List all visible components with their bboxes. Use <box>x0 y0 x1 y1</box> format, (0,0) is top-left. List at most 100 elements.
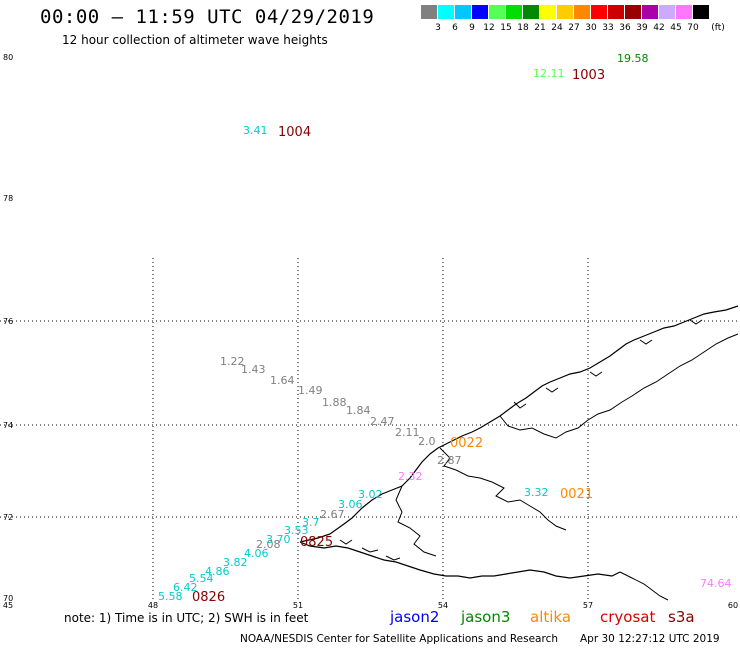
legend-tick-label: 3 <box>435 23 441 33</box>
swh-value: 3.32 <box>524 486 549 499</box>
pass-time-label: 0021 <box>560 487 593 502</box>
legend-tick-label: 42 <box>653 23 665 33</box>
swh-value: 3.70 <box>266 533 291 546</box>
coastline-south <box>299 541 621 579</box>
longitude-label: 48 <box>148 601 158 610</box>
swh-value: 3.53 <box>284 524 309 537</box>
swh-value: 3.41 <box>243 124 268 137</box>
coastline-fjords <box>395 333 739 601</box>
swh-value: 74.64 <box>700 577 732 590</box>
swh-value: 2.0 <box>418 435 436 448</box>
legend-tick-label: 30 <box>585 23 597 33</box>
legend-tick-label: 12 <box>483 23 495 33</box>
satellite-key-item: s3a <box>668 608 695 626</box>
legend-tick-label: 6 <box>452 23 458 33</box>
longitude-label: 51 <box>293 601 303 610</box>
swh-value: 5.54 <box>189 572 214 585</box>
swh-value: 2.87 <box>437 454 462 467</box>
credit-line: NOAA/NESDIS Center for Satellite Applica… <box>240 633 558 645</box>
legend-swatch <box>676 5 693 19</box>
latitude-label: 76 <box>3 317 13 326</box>
longitude-label: 60 <box>728 601 738 610</box>
legend-tick-label: 33 <box>602 23 614 33</box>
pass-time-label: 0022 <box>450 436 483 451</box>
latitude-labels: 80 78 76 74 72 70 <box>3 53 13 603</box>
pass-time-labels: 1003 1004 0022 0021 0825 0826 <box>192 68 605 605</box>
greenland-coastline <box>299 305 739 601</box>
swh-value: 3.7 <box>302 516 320 529</box>
legend-tick-label: 9 <box>469 23 475 33</box>
latitude-label: 80 <box>3 53 13 62</box>
latitude-label: 78 <box>3 194 13 203</box>
legend-swatch <box>438 5 455 19</box>
longitude-label: 45 <box>3 601 13 610</box>
satellite-key-item: jason2 <box>390 608 440 626</box>
swh-value: 4.86 <box>205 565 230 578</box>
legend-tick-label: 70 <box>687 23 699 33</box>
legend-tick-label: 45 <box>670 23 682 33</box>
swh-value: 2.11 <box>395 426 420 439</box>
swh-value: 3.82 <box>223 556 248 569</box>
map-title: 00:00 – 11:59 UTC 04/29/2019 <box>40 6 375 28</box>
map-subtitle: 12 hour collection of altimeter wave hei… <box>62 33 328 47</box>
units-note: note: 1) Time is in UTC; 2) SWH is in fe… <box>64 611 309 625</box>
legend-swatch <box>642 5 659 19</box>
legend-tick-label: 36 <box>619 23 631 33</box>
satellite-key-item: jason3 <box>461 608 511 626</box>
swh-value: 4.06 <box>244 547 269 560</box>
legend-swatch <box>489 5 506 19</box>
legend-swatch <box>574 5 591 19</box>
legend-swatch <box>506 5 523 19</box>
swh-value: 12.11 <box>533 67 565 80</box>
legend-tick-label: 21 <box>534 23 546 33</box>
swh-value: 2.08 <box>256 538 281 551</box>
swh-value: 1.49 <box>298 384 323 397</box>
pass-time-label: 0826 <box>192 590 225 605</box>
legend-tick-label: 24 <box>551 23 563 33</box>
latitude-label: 72 <box>3 513 13 522</box>
swh-value: 2.47 <box>370 415 395 428</box>
legend-tick-label: 27 <box>568 23 580 33</box>
longitude-labels: 45 48 51 54 57 60 <box>3 601 738 610</box>
legend-unit: (ft) <box>711 23 725 33</box>
coastline-islands <box>339 319 703 561</box>
legend-swatch <box>693 5 710 19</box>
legend-swatch <box>523 5 540 19</box>
swh-value: 1.84 <box>346 404 371 417</box>
satellite-key-item: cryosat <box>600 608 656 626</box>
latitude-label: 74 <box>3 421 13 430</box>
swh-value: 19.58 <box>617 52 649 65</box>
swh-value: 3.06 <box>338 498 363 511</box>
swh-value: 1.22 <box>220 355 245 368</box>
swh-value: 1.88 <box>322 396 347 409</box>
legend-swatch <box>608 5 625 19</box>
legend-swatch <box>625 5 642 19</box>
coastline-main <box>299 305 739 543</box>
legend-swatch <box>421 5 438 19</box>
legend-tick-label: 15 <box>500 23 512 33</box>
pass-time-label: 0825 <box>300 535 333 550</box>
pass-time-label: 1003 <box>572 68 605 83</box>
legend-swatch <box>659 5 676 19</box>
legend-tick-label: 18 <box>517 23 529 33</box>
latitude-label: 70 <box>3 594 13 603</box>
longitude-label: 57 <box>583 601 593 610</box>
generated-timestamp: Apr 30 12:27:12 UTC 2019 <box>580 633 720 645</box>
legend-swatch <box>591 5 608 19</box>
legend-tick-label: 39 <box>636 23 648 33</box>
swh-value: 3.02 <box>358 488 383 501</box>
swh-value: 1.64 <box>270 374 295 387</box>
swh-value: 2.32 <box>398 470 423 483</box>
lat-lon-grid <box>0 258 740 600</box>
swh-value: 2.67 <box>320 508 345 521</box>
legend-swatch <box>455 5 472 19</box>
swh-value: 1.43 <box>241 363 266 376</box>
pass-time-label: 1004 <box>278 125 311 140</box>
longitude-label: 54 <box>438 601 448 610</box>
swh-value: 6.42 <box>173 581 198 594</box>
wave-height-observations: 19.5812.113.411.221.431.641.491.881.842.… <box>158 52 732 603</box>
legend-swatch <box>472 5 489 19</box>
legend-swatch <box>540 5 557 19</box>
satellite-key-item: altika <box>530 608 572 626</box>
